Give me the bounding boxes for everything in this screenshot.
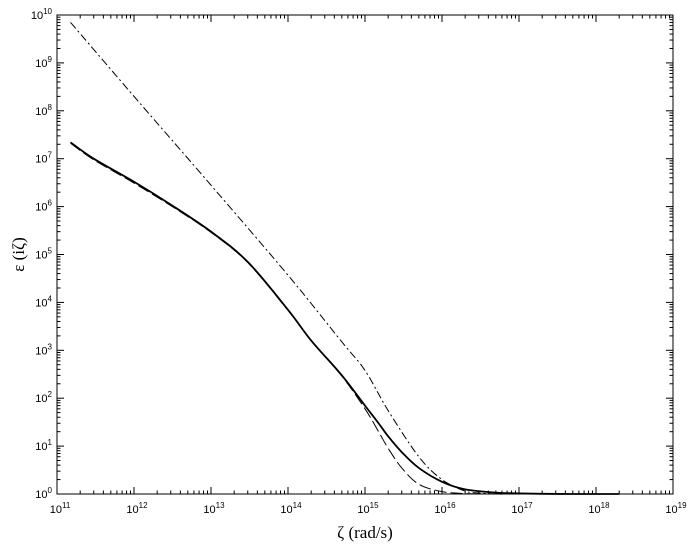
x-tick-label: 1016 [434,501,456,516]
plot-frame [56,14,674,495]
x-tick-label: 1012 [126,501,148,516]
y-tick-label: 103 [35,342,52,357]
x-tick-label: 1014 [280,501,302,516]
y-tick-label: 104 [35,294,52,309]
y-tick-label: 1010 [31,7,53,22]
x-tick-label: 1018 [588,501,610,516]
y-tick-label: 108 [35,103,52,118]
y-tick-label: 100 [35,486,52,501]
y-tick-label: 107 [35,151,52,166]
x-tick-label: 1017 [511,501,533,516]
series-line-solid [70,141,620,495]
x-tick-label: 1011 [50,501,71,516]
x-tick-label: 1015 [357,501,379,516]
ticks [56,14,674,495]
y-tick-label: 106 [35,199,52,214]
y-tick-label: 109 [35,55,52,70]
tick-labels: 1011 1012 1013 1014 1015 1016 1017 1018 1019 100 1… [31,7,687,516]
series-layer [70,22,620,495]
y-tick-label: 102 [35,390,52,405]
x-axis-label: ζ (rad/s) [337,523,393,542]
x-tick-label: 1019 [665,501,687,516]
series-line-dashdot [70,22,508,495]
y-tick-label: 105 [35,247,52,262]
y-axis-label: ε (iζ) [9,237,28,271]
series-line-dash [70,142,508,495]
x-tick-label: 1013 [203,501,225,516]
y-tick-label: 101 [35,438,52,453]
